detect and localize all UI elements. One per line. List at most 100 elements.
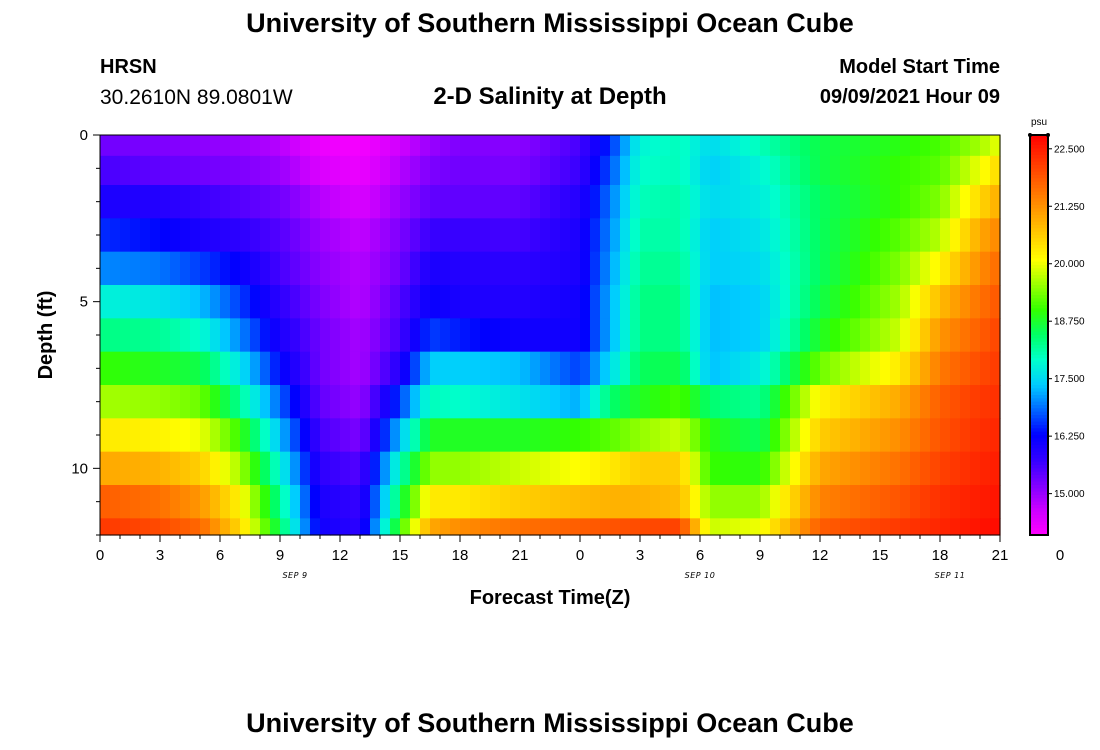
heatmap-cell [570,318,581,353]
heatmap-cell [680,218,691,253]
heatmap-cell [260,418,271,453]
heatmap-cell [620,185,631,219]
colorbar-swatch [1030,145,1048,149]
heatmap-cell [110,285,121,319]
heatmap-cell [100,485,111,519]
heatmap-cell [840,451,851,486]
heatmap-cell [650,251,661,286]
heatmap-cell [750,185,761,219]
heatmap-cell [930,185,941,219]
heatmap-cell [990,418,1001,453]
heatmap-cell [990,251,1001,286]
heatmap-cell [580,251,591,286]
heatmap-cell [510,485,521,519]
heatmap-cell [940,135,951,157]
heatmap-cell [400,385,411,419]
heatmap-cell [660,451,671,486]
heatmap-cell [130,218,141,253]
heatmap-cell [820,351,831,386]
heatmap-cell [870,385,881,419]
heatmap-cell [230,135,241,157]
heatmap-cell [480,251,491,286]
heatmap-cell [660,518,671,536]
colorbar-swatch [1030,231,1048,236]
colorbar-swatch [1030,151,1048,156]
heatmap-cell [400,155,411,186]
heatmap-cell [470,318,481,353]
colorbar-swatch [1030,241,1048,246]
heatmap-cell [510,451,521,486]
heatmap-cell [730,155,741,186]
heatmap-cell [700,155,711,186]
heatmap-cell [190,185,201,219]
colorbar-swatch [1030,391,1048,396]
heatmap-cell [790,418,801,453]
heatmap-cell [810,218,821,253]
heatmap-cell [740,518,751,536]
heatmap-cell [210,155,221,186]
heatmap-cell [800,285,811,319]
heatmap-cell [770,385,781,419]
heatmap-cell [480,155,491,186]
heatmap-cell [800,318,811,353]
heatmap-cell [810,518,821,536]
heatmap-cell [860,135,871,157]
heatmap-cell [610,251,621,286]
heatmap-cell [260,251,271,286]
heatmap-cell [180,285,191,319]
heatmap-cell [750,218,761,253]
heatmap-cell [650,135,661,157]
heatmap-cell [330,285,341,319]
heatmap-cell [410,485,421,519]
colorbar-swatch [1030,518,1048,523]
colorbar-swatch [1030,335,1048,339]
heatmap-cell [550,385,561,419]
colorbar-swatch [1030,168,1048,173]
heatmap-cell [720,418,731,453]
heatmap-cell [170,385,181,419]
heatmap-cell [160,485,171,519]
heatmap-cell [960,485,971,519]
heatmap-cell [200,218,211,253]
heatmap-cell [370,251,381,286]
heatmap-cell [580,135,591,157]
heatmap-cell [410,251,421,286]
colorbar-swatch [1030,191,1048,196]
heatmap-cell [420,418,431,453]
x-tick-label: 15 [872,547,889,564]
heatmap-cell [650,285,661,319]
heatmap-cell [380,285,391,319]
colorbar-swatch [1030,505,1048,509]
heatmap-cell [830,418,841,453]
heatmap-cell [520,135,531,157]
heatmap-cell [560,518,571,536]
heatmap-cell [800,155,811,186]
heatmap-cell [500,485,511,519]
heatmap-cell [870,451,881,486]
heatmap-cell [900,251,911,286]
heatmap-cell [610,218,621,253]
heatmap-cell [150,418,161,453]
heatmap-cell [810,251,821,286]
heatmap-cell [550,285,561,319]
heatmap-cell [220,518,231,536]
heatmap-cell [320,451,331,486]
heatmap-cell [940,451,951,486]
heatmap-cell [990,385,1001,419]
heatmap-cell [720,518,731,536]
heatmap-cell [920,485,931,519]
heatmap-cell [860,418,871,453]
heatmap-cell [220,218,231,253]
heatmap-cell [690,318,701,353]
heatmap-cell [410,135,421,157]
colorbar: psu 15.000 16.250 17.500 18.750 20.000 21.250 2… [1028,117,1085,536]
heatmap-cell [310,285,321,319]
heatmap-cell [640,135,651,157]
heatmap-cell [740,285,751,319]
heatmap-cell [360,185,371,219]
heatmap-cell [280,451,291,486]
heatmap-cell [640,518,651,536]
date-label: SEP 9 [282,571,307,580]
heatmap-cell [850,135,861,157]
colorbar-swatch [1030,378,1048,383]
